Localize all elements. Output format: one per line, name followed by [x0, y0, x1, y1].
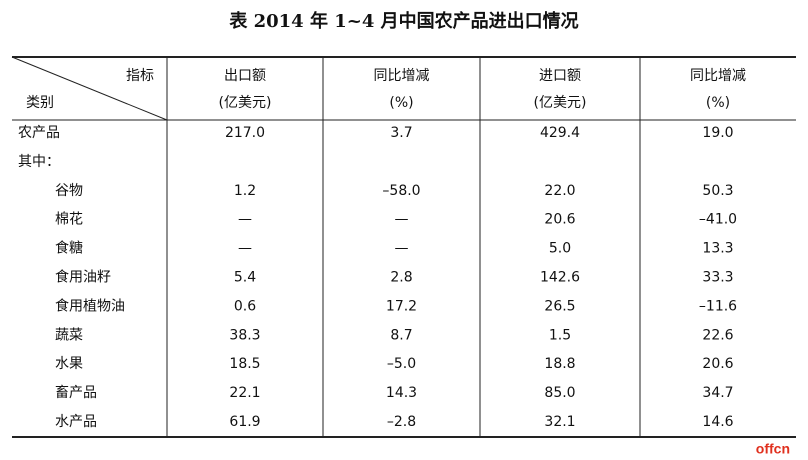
corner-diagonal — [11, 56, 168, 121]
cell-value: –58.0 — [382, 183, 420, 199]
cell-value: 5.4 — [234, 270, 256, 286]
row-label: 畜产品 — [55, 385, 97, 401]
row-label: 水果 — [55, 356, 83, 372]
row-label: 蔬菜 — [55, 327, 83, 343]
cell-value: 20.6 — [544, 212, 575, 228]
cell-value: –11.6 — [699, 298, 737, 314]
cell-value: 38.3 — [229, 327, 260, 343]
cell-value: 3.7 — [390, 125, 412, 141]
corner-top-label: 指标 — [126, 68, 154, 84]
cell-value: 2.8 — [390, 270, 412, 286]
cell-value: 0.6 — [234, 298, 256, 314]
cell-value: 85.0 — [544, 385, 575, 401]
cell-value: –41.0 — [699, 212, 737, 228]
cell-value: 22.0 — [544, 183, 575, 199]
table-title: 表 2014 年 1~4 月中国农产品进出口情况 — [229, 10, 578, 32]
column-header: 同比增减 — [690, 68, 746, 84]
corner-bottom-label: 类别 — [26, 95, 54, 111]
row-label: 食用油籽 — [55, 269, 111, 286]
cell-value: 26.5 — [544, 298, 575, 314]
cell-value: 5.0 — [549, 241, 571, 257]
cell-value: 20.6 — [702, 356, 733, 372]
cell-value: 18.5 — [229, 356, 260, 372]
cell-value: 14.3 — [386, 385, 417, 401]
cell-value: 1.5 — [549, 327, 571, 343]
cell-value: 14.6 — [702, 414, 733, 430]
column-header: (亿美元) — [219, 95, 272, 111]
cell-value: 142.6 — [540, 270, 580, 286]
cell-value: 61.9 — [229, 414, 260, 430]
cell-value: 50.3 — [702, 183, 733, 199]
column-header: 进口额 — [539, 68, 581, 84]
column-header: (亿美元) — [534, 95, 587, 111]
row-label: 其中： — [18, 154, 60, 170]
cell-value: 429.4 — [540, 125, 580, 141]
cell-value: 18.8 — [544, 356, 575, 372]
row-label: 农产品 — [18, 125, 60, 141]
cell-value: 34.7 — [702, 385, 733, 401]
cell-value: — — [395, 212, 409, 228]
row-label: 食用植物油 — [55, 297, 125, 314]
column-header: 出口额 — [224, 68, 266, 84]
cell-value: 17.2 — [386, 298, 417, 314]
row-label: 水产品 — [55, 414, 97, 430]
cell-value: 33.3 — [702, 270, 733, 286]
column-header: (%) — [389, 95, 413, 111]
cell-value: 13.3 — [702, 241, 733, 257]
row-label: 棉花 — [55, 211, 83, 228]
row-label: 谷物 — [55, 183, 83, 199]
cell-value: 22.1 — [229, 385, 260, 401]
cell-value: — — [238, 212, 252, 228]
cell-value: 217.0 — [225, 125, 265, 141]
cell-value: 32.1 — [544, 414, 575, 430]
cell-value: 19.0 — [702, 125, 733, 141]
cell-value: –5.0 — [387, 356, 416, 372]
column-header: (%) — [706, 95, 730, 111]
cell-value: 22.6 — [702, 327, 733, 343]
watermark: offcn — [756, 441, 790, 457]
cell-value: — — [238, 241, 252, 257]
cell-value: 8.7 — [390, 327, 412, 343]
row-label: 食糖 — [55, 240, 83, 257]
column-header: 同比增减 — [374, 68, 430, 84]
cell-value: — — [395, 241, 409, 257]
cell-value: 1.2 — [234, 183, 256, 199]
cell-value: –2.8 — [387, 414, 416, 430]
